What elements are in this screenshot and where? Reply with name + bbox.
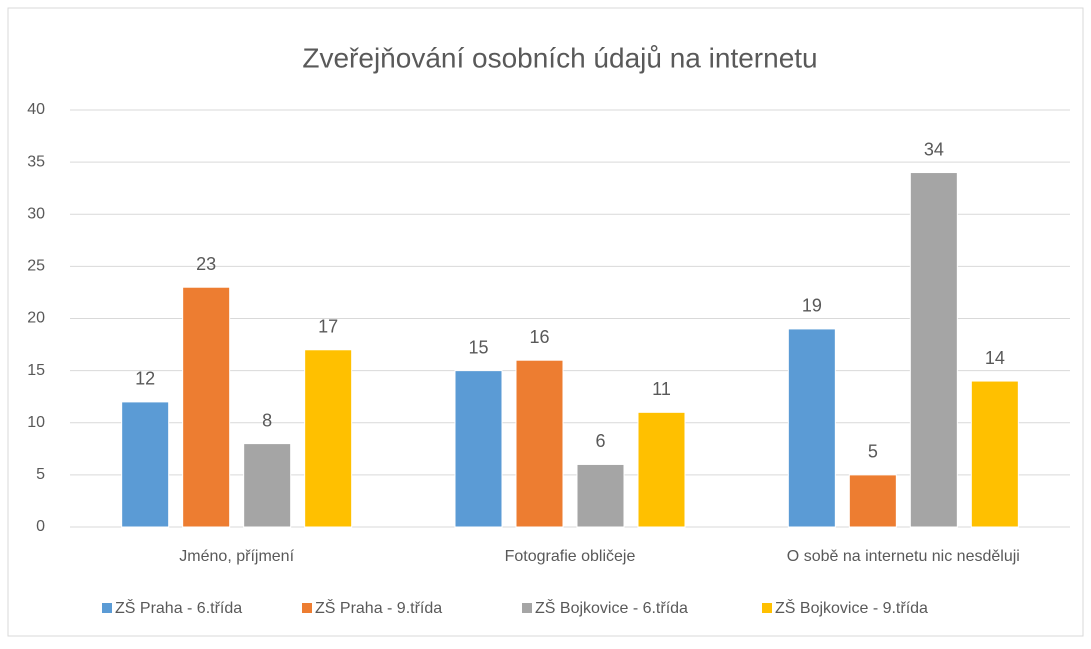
bar [787, 328, 836, 528]
data-label: 12 [135, 369, 155, 389]
bar [454, 370, 503, 528]
x-tick-label: Fotografie obličeje [505, 548, 636, 565]
x-tick-label: O sobě na internetu nic nesděluji [787, 548, 1020, 565]
legend-label: ZŠ Bojkovice - 6.třída [535, 598, 688, 617]
data-label: 15 [468, 337, 488, 357]
bar [121, 401, 170, 528]
y-tick-label: 30 [27, 205, 45, 222]
legend-label: ZŠ Bojkovice - 9.třída [775, 598, 928, 617]
x-tick-label: Jméno, příjmení [179, 548, 294, 565]
data-label: 8 [262, 410, 272, 430]
bar [182, 286, 231, 528]
bar [848, 474, 897, 528]
y-tick-label: 0 [36, 518, 45, 535]
bar [909, 172, 958, 528]
legend-swatch [302, 603, 312, 613]
legend-swatch [762, 603, 772, 613]
bar [637, 411, 686, 528]
data-label: 11 [652, 379, 671, 399]
data-label: 17 [318, 317, 338, 337]
data-label: 19 [802, 296, 822, 316]
data-label: 23 [196, 254, 216, 274]
bar [243, 443, 292, 528]
y-tick-label: 20 [27, 310, 45, 327]
legend-swatch [102, 603, 112, 613]
bar [515, 359, 564, 528]
bar [304, 349, 353, 528]
bar [576, 463, 625, 528]
y-tick-label: 5 [36, 466, 45, 483]
bar [970, 380, 1019, 528]
legend-label: ZŠ Praha - 9.třída [315, 598, 442, 617]
y-tick-label: 15 [27, 362, 45, 379]
data-label: 16 [529, 327, 549, 347]
data-label: 34 [924, 139, 944, 159]
data-label: 6 [595, 431, 605, 451]
y-tick-label: 25 [27, 258, 45, 275]
y-tick-label: 10 [27, 414, 45, 431]
legend-swatch [522, 603, 532, 613]
y-tick-label: 35 [27, 153, 45, 170]
legend-label: ZŠ Praha - 6.třída [115, 598, 242, 617]
chart-title: Zveřejňování osobních údajů na internetu [302, 42, 817, 73]
data-label: 14 [985, 348, 1005, 368]
y-tick-label: 40 [27, 101, 45, 118]
data-label: 5 [868, 442, 878, 462]
